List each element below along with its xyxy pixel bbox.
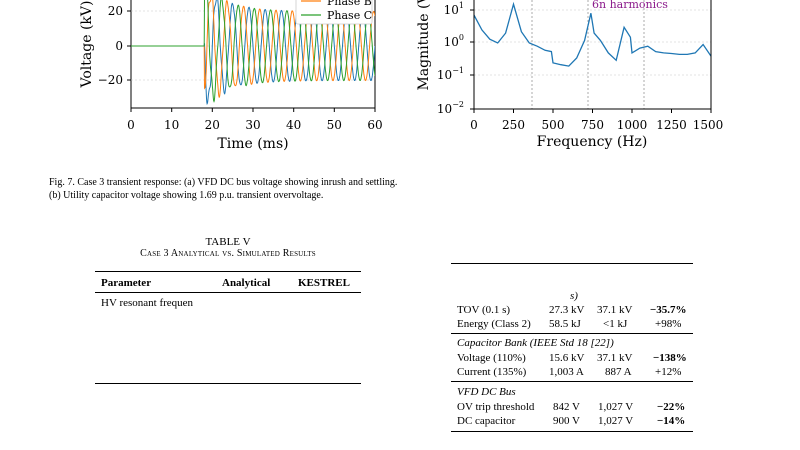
table-row-hv-resonant: HV resonant frequen xyxy=(101,297,194,309)
rtable-row-v3: −138% xyxy=(653,352,687,364)
left-xtick: 20 xyxy=(205,118,220,132)
rtable-row-v3: +98% xyxy=(655,318,682,330)
left-ytick-neg20: −20 xyxy=(98,73,123,87)
right-plot: 101 100 10−1 10−2 0 250 500 750 1000 125… xyxy=(416,0,724,150)
left-xtick: 30 xyxy=(245,118,260,132)
right-xlabel: Frequency (Hz) xyxy=(537,134,648,150)
left-ytick-0: 0 xyxy=(115,39,123,53)
rtable-row-v2: 887 A xyxy=(605,366,632,378)
rtable-row-v1: 900 V xyxy=(553,415,580,427)
right-ytick: 10−1 xyxy=(437,66,464,82)
right-xtick: 500 xyxy=(542,118,565,132)
table-top-rule xyxy=(95,271,361,272)
rtable-row-v1: 15.6 kV xyxy=(549,352,585,364)
rtable-row-v3: −14% xyxy=(657,415,686,427)
rtable-row-v3: −22% xyxy=(657,401,686,413)
right-ytick: 10−2 xyxy=(437,100,464,116)
table-number: TABLE V xyxy=(205,236,251,248)
right-xtick: 1000 xyxy=(617,118,648,132)
left-xtick: 40 xyxy=(286,118,301,132)
harmonics-annotation: 6n harmonics xyxy=(592,0,668,11)
rtable-section-capacitor: Capacitor Bank (IEEE Std 18 [22]) xyxy=(457,337,614,349)
left-xlabel: Time (ms) xyxy=(217,136,288,152)
rtable-section-rule xyxy=(451,333,693,334)
rtable-row-v3: +12% xyxy=(655,366,682,378)
rtable-row-param: DC capacitor xyxy=(457,415,516,427)
table-caption: Case 3 Analytical vs. Simulated Results xyxy=(140,248,316,259)
rtable-top-rule xyxy=(451,263,693,264)
left-xtick: 50 xyxy=(327,118,342,132)
rtable-fragment: s) xyxy=(570,290,578,302)
table-bottom-rule xyxy=(95,383,361,384)
header-analytical: Analytical xyxy=(222,277,271,289)
rtable-row-v1: 58.5 kJ xyxy=(549,318,581,330)
legend-phase-b: Phase B xyxy=(327,0,372,8)
right-ytick: 101 xyxy=(444,1,464,17)
left-xtick: 10 xyxy=(164,118,179,132)
rtable-row-param: Current (135%) xyxy=(457,366,527,378)
right-ylabel: Magnitude (V xyxy=(416,0,432,91)
right-xtick: 250 xyxy=(502,118,525,132)
spectrum-line xyxy=(474,1,711,67)
left-xtick: 60 xyxy=(367,118,382,132)
legend-phase-c: Phase C xyxy=(327,9,372,22)
rtable-row-v2: <1 kJ xyxy=(603,318,628,330)
header-parameter: Parameter xyxy=(101,277,152,289)
rtable-row-param: OV trip threshold xyxy=(457,401,535,413)
rtable-row-v1: 1,003 A xyxy=(549,366,584,378)
right-xtick: 1250 xyxy=(656,118,687,132)
right-xtick: 0 xyxy=(470,118,478,132)
figure-caption: Fig. 7. Case 3 transient response: (a) V… xyxy=(49,177,398,201)
table-header-rule xyxy=(95,292,361,293)
left-xtick: 0 xyxy=(127,118,135,132)
left-legend: Phase B Phase C xyxy=(295,0,373,25)
left-plot: 20 0 −20 0 10 20 30 40 50 60 Time (ms) V… xyxy=(79,0,383,152)
rtable-row-v1: 842 V xyxy=(553,401,580,413)
rtable-bottom-rule xyxy=(451,431,693,432)
left-ytick-20: 20 xyxy=(108,4,123,18)
rtable-row-v2: 37.1 kV xyxy=(597,304,633,316)
left-ylabel: Voltage (kV) xyxy=(79,1,95,89)
rtable-row-v3: −35.7% xyxy=(650,304,687,316)
rtable-row-param: TOV (0.1 s) xyxy=(457,304,511,316)
right-xtick: 750 xyxy=(581,118,604,132)
rtable-row-param: Voltage (110%) xyxy=(457,352,526,364)
rtable-section-rule xyxy=(451,381,693,382)
right-xtick: 1500 xyxy=(693,118,724,132)
rtable-row-v2: 37.1 kV xyxy=(597,352,633,364)
rtable-row-v2: 1,027 V xyxy=(598,415,634,427)
rtable-row-v1: 27.3 kV xyxy=(549,304,585,316)
rtable-row-v2: 1,027 V xyxy=(598,401,634,413)
header-kestrel: KESTREL xyxy=(298,277,350,289)
rtable-section-vfd: VFD DC Bus xyxy=(457,386,516,398)
rtable-row-param: Energy (Class 2) xyxy=(457,318,531,330)
right-ytick: 100 xyxy=(444,33,464,49)
